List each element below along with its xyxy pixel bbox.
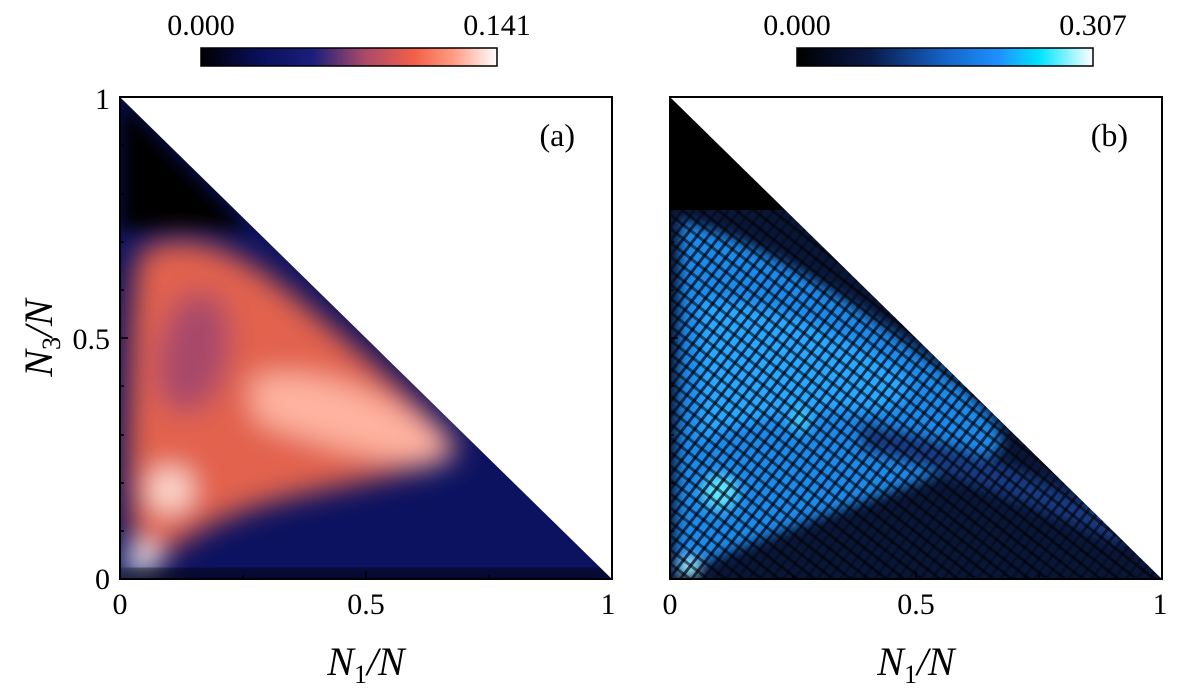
colorbar-b: 0.000 0.307: [763, 9, 1127, 67]
xtick-label-b-2: 1: [1153, 588, 1168, 621]
ytick-label-a-2: 1: [95, 83, 110, 116]
colorbar-b-gradient: [796, 47, 1094, 67]
colorbar-a-min: 0.000: [167, 9, 235, 42]
xtick-label-a-1: 0.5: [347, 588, 385, 621]
colorbar-b-max: 0.307: [1059, 9, 1127, 42]
x-axis-label-a: N1/N: [326, 639, 407, 689]
colorbar-a-max: 0.141: [463, 9, 531, 42]
empty-region-b: [670, 97, 1162, 579]
colorbar-b-min: 0.000: [763, 9, 831, 42]
ytick-label-a-0: 0: [95, 563, 110, 596]
xtick-label-b-1: 0.5: [897, 588, 935, 621]
panel-b: (b) 0.000 0.307 0 0.5 1 N1/N: [663, 9, 1168, 689]
xtick-label-a-2: 1: [601, 588, 616, 621]
panel-tag-b: (b): [1091, 117, 1128, 153]
x-axis-label-b: N1/N: [876, 639, 957, 689]
colorbar-a: 0.000 0.141: [167, 9, 531, 67]
empty-region-a: [120, 97, 612, 579]
panel-a: (a) 0.000 0.141 0 0.5 1 0 0.5 1 N1/N N3/…: [16, 9, 616, 689]
xticks-b: [669, 571, 1163, 579]
ytick-label-a-1: 0.5: [73, 323, 111, 356]
xtick-label-a-0: 0: [113, 588, 128, 621]
colorbar-a-gradient: [200, 47, 498, 67]
y-axis-label-a: N3/N: [16, 297, 66, 378]
xtick-label-b-0: 0: [663, 588, 678, 621]
yticks-b: [670, 96, 678, 532]
panel-tag-a: (a): [539, 117, 575, 153]
yticks-a: [120, 96, 128, 580]
xticks-a: [119, 571, 613, 579]
